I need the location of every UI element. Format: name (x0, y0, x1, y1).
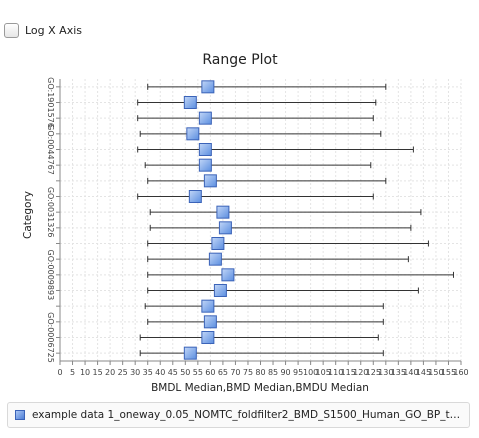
bmd-marker (201, 299, 215, 313)
x-tick-label: 60 (205, 368, 215, 377)
x-tick-label: 75 (243, 368, 253, 377)
x-axis: 0 5 10 15 20 25 30 35 40 45 50 55 60 65 70 75 80 85 90 95 10… (57, 360, 469, 377)
range-plot-chart: Range Plot 0 5 10 15 20 25 30 35 40 45 50 55 60 65 70 7… (22, 52, 469, 394)
x-tick-label: 0 (57, 368, 62, 377)
legend-swatch (15, 410, 25, 420)
bmd-marker (218, 221, 232, 235)
series-ranges (137, 80, 454, 360)
legend-entry: example data 1_oneway_0.05_NOMTC_foldfil… (32, 409, 462, 421)
x-tick-label: 135 (391, 368, 406, 377)
x-tick-label: 160 (453, 368, 468, 377)
y-tick-label: GO:0044767 (46, 124, 55, 175)
x-tick-label: 120 (353, 368, 368, 377)
x-tick-label: 25 (118, 368, 128, 377)
x-tick-label: 130 (378, 368, 393, 377)
bmd-marker (208, 252, 222, 266)
bmd-marker (211, 237, 225, 250)
y-axis-label: Category (22, 191, 34, 239)
x-tick-label: 55 (193, 368, 203, 377)
x-tick-label: 15 (93, 368, 103, 377)
bmd-marker (213, 284, 227, 297)
x-tick-label: 115 (341, 368, 356, 377)
x-tick-label: 125 (366, 368, 381, 377)
x-tick-label: 20 (105, 368, 115, 377)
y-tick-label: GO:0009893 (46, 249, 55, 300)
log-x-axis-toggle[interactable]: Log X Axis (4, 21, 82, 39)
bmd-marker (198, 143, 212, 156)
x-tick-label: 90 (280, 368, 290, 377)
bmd-marker (203, 174, 217, 188)
x-tick-label: 5 (70, 368, 75, 377)
x-tick-label: 95 (293, 368, 303, 377)
bmd-marker (201, 80, 215, 94)
bmd-marker (183, 96, 197, 109)
log-x-axis-checkbox[interactable] (4, 22, 19, 38)
x-tick-label: 65 (218, 368, 228, 377)
x-tick-label: 105 (316, 368, 331, 377)
bmd-marker (198, 111, 212, 125)
chart-title: Range Plot (202, 52, 278, 68)
x-tick-label: 35 (143, 368, 153, 377)
log-x-axis-label: Log X Axis (25, 23, 82, 37)
x-tick-label: 80 (255, 368, 265, 377)
x-tick-label: 30 (130, 368, 140, 377)
y-tick-label: GO:0006725 (46, 312, 55, 363)
x-tick-label: 85 (268, 368, 278, 377)
x-tick-label: 150 (428, 368, 443, 377)
bmd-marker (216, 205, 230, 219)
bmd-marker (221, 268, 235, 282)
x-tick-label: 50 (180, 368, 190, 377)
y-tick-label: GO:1901576 (46, 77, 55, 128)
x-axis-label: BMDL Median,BMD Median,BMDU Median (151, 382, 369, 394)
x-tick-label: 140 (403, 368, 418, 377)
x-tick-label: 10 (80, 368, 90, 377)
x-tick-label: 45 (168, 368, 178, 377)
x-tick-label: 155 (441, 368, 456, 377)
bmd-marker (201, 331, 215, 344)
bmd-marker (198, 158, 212, 172)
x-tick-label: 40 (155, 368, 165, 377)
x-tick-label: 100 (303, 368, 318, 377)
y-tick-label: GO:0031326 (46, 187, 55, 238)
bmd-marker (183, 346, 197, 360)
x-tick-label: 70 (230, 368, 240, 377)
x-tick-label: 145 (416, 368, 431, 377)
chart-legend: example data 1_oneway_0.05_NOMTC_foldfil… (7, 402, 470, 428)
bmd-marker (186, 127, 200, 141)
x-tick-label: 110 (328, 368, 343, 377)
bmd-marker (188, 190, 202, 203)
bmd-marker (203, 315, 217, 329)
